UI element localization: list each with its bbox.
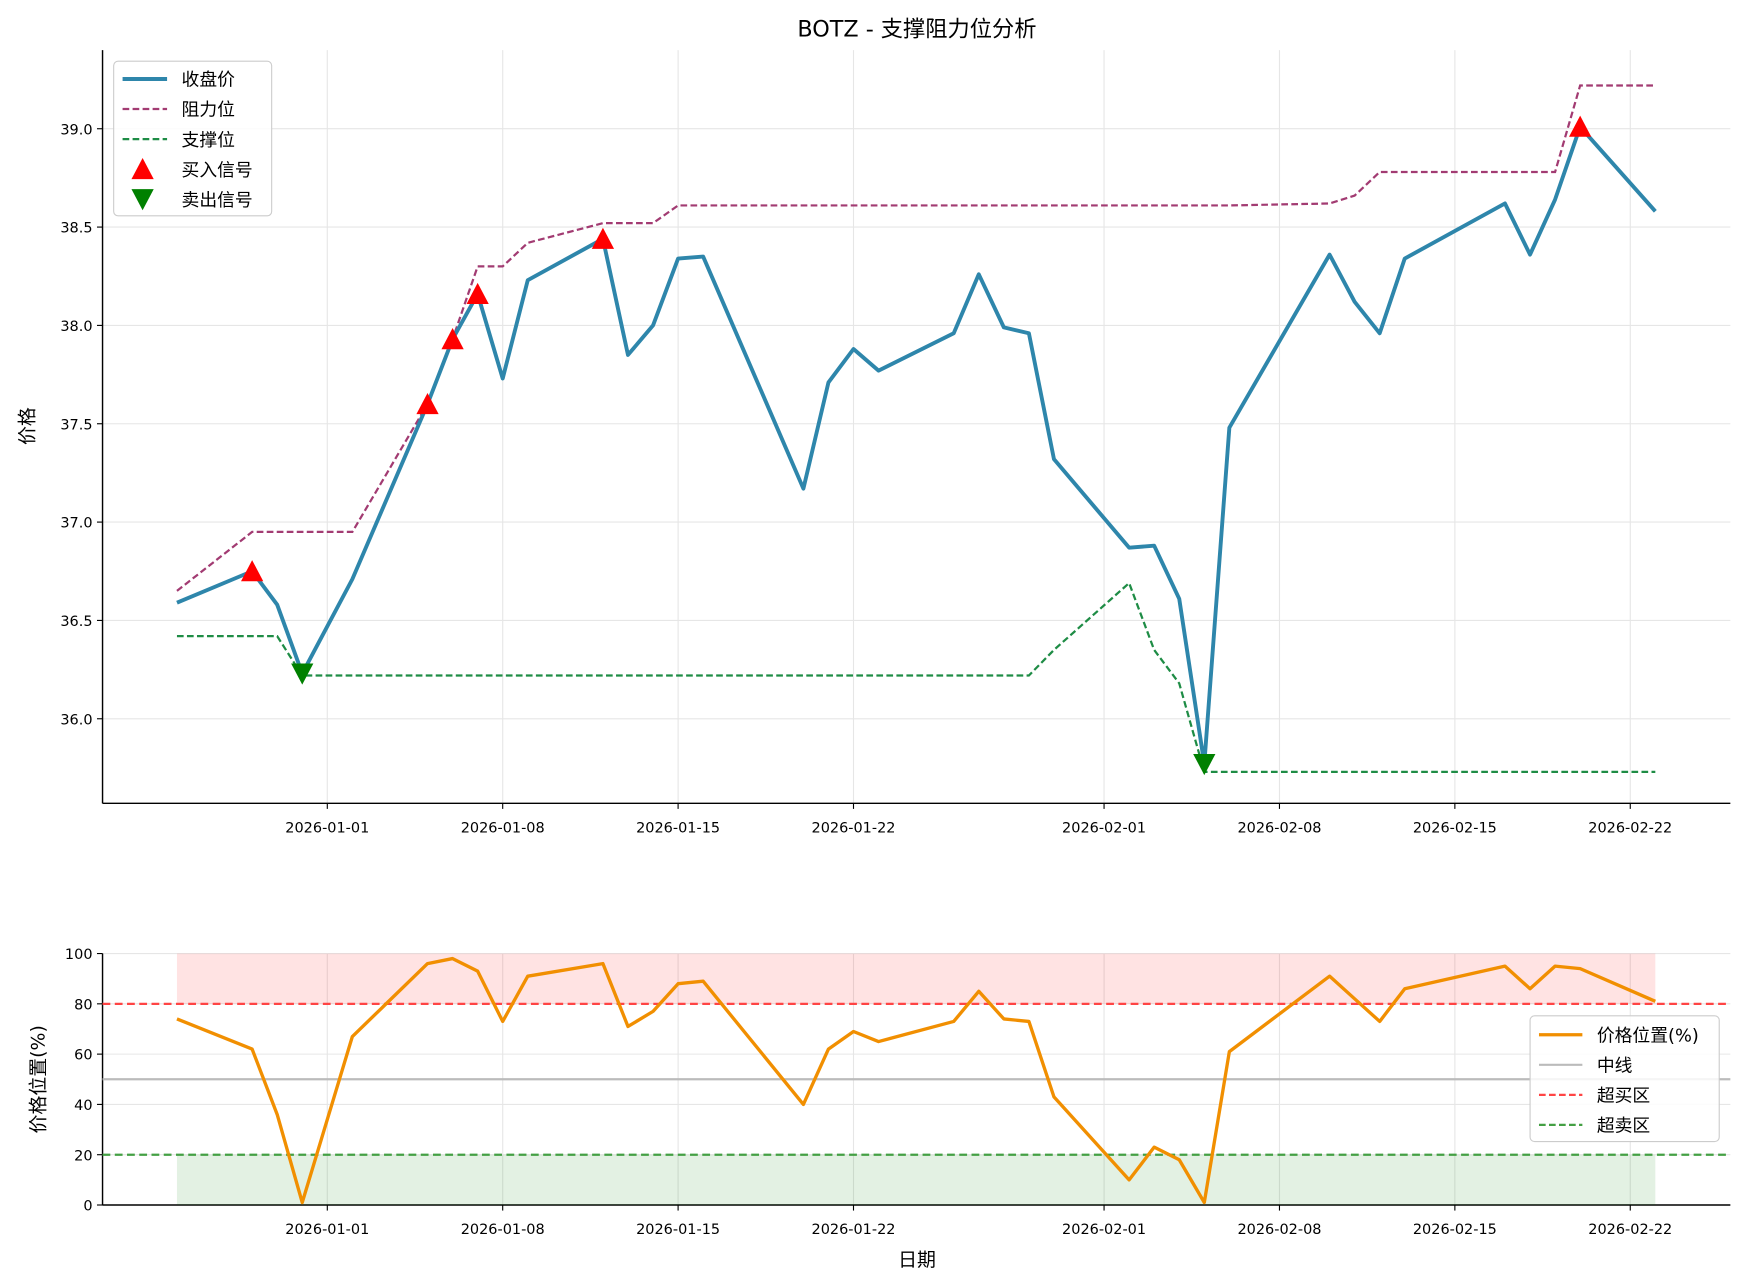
y-tick-label: 80: [74, 997, 92, 1013]
x-tick-label: 2026-01-22: [811, 1222, 895, 1238]
oversold-zone: [176, 1154, 1656, 1206]
x-tick-label: 2026-02-22: [1588, 820, 1672, 836]
y-tick-label: 36.5: [60, 614, 92, 630]
bottom-xlabel: 日期: [898, 1249, 936, 1271]
y-tick-label: 100: [65, 947, 93, 963]
x-tick-label: 2026-02-01: [1062, 820, 1146, 836]
buy-signal-marker: [466, 282, 489, 304]
price-panel: 2026-01-01 2026-01-08 2026-01-15 2026-01-22…: [60, 50, 1731, 836]
sell-signal-marker: [291, 663, 314, 685]
price-position-line: [176, 956, 1656, 1205]
legend-box: [113, 60, 273, 217]
x-tick-label: 2026-02-22: [1588, 1222, 1672, 1238]
legend-swatch: [131, 189, 154, 211]
buy-signal-marker: [441, 328, 464, 350]
y-tick-label: 36.0: [60, 712, 92, 728]
chart-title: BOTZ - 支撑阻力位分析: [797, 17, 1036, 43]
y-tick-label: 20: [74, 1148, 92, 1164]
resistance-line: [176, 84, 1656, 592]
y-tick-label: 38.5: [60, 221, 92, 237]
x-tick-label: 2026-02-08: [1237, 820, 1321, 836]
legend-swatch: [131, 157, 154, 180]
y-tick-label: 37.0: [60, 516, 92, 532]
x-tick-label: 2026-01-08: [461, 820, 545, 836]
y-tick-label: 38.0: [60, 319, 92, 335]
y-tick-label: 37.5: [60, 417, 92, 433]
buy-signal-marker: [416, 392, 439, 415]
x-tick-label: 2026-01-01: [285, 1222, 369, 1238]
buy-signal-marker: [1569, 115, 1592, 137]
legend-label: 价格位置(%): [1597, 1025, 1699, 1046]
buy-signal-marker: [591, 227, 615, 249]
support-line: [176, 581, 1656, 773]
top-ylabel: 价格: [17, 407, 39, 445]
overbought-zone: [176, 953, 1656, 1004]
y-tick-label: 0: [83, 1199, 92, 1215]
position-panel: 2026-01-01 2026-01-08 2026-01-15 2026-01-22…: [65, 947, 1731, 1238]
x-tick-label: 2026-02-08: [1237, 1222, 1321, 1238]
legend-label: 卖出信号: [182, 190, 253, 211]
legend-label: 超卖区: [1597, 1116, 1650, 1137]
legend-label: 收盘价: [182, 70, 236, 91]
legend-label: 支撑位: [182, 130, 235, 151]
y-tick-label: 40: [74, 1098, 92, 1114]
x-tick-label: 2026-01-22: [811, 820, 895, 836]
legend-label: 买入信号: [182, 160, 253, 181]
legend-label: 中线: [1597, 1055, 1633, 1076]
legend-label: 超买区: [1597, 1086, 1650, 1107]
legend-box: [1529, 1015, 1720, 1143]
x-tick-label: 2026-02-15: [1413, 1222, 1497, 1238]
x-tick-label: 2026-02-15: [1413, 820, 1497, 836]
sell-signal-marker: [1193, 753, 1216, 776]
x-tick-label: 2026-01-08: [461, 1222, 545, 1238]
x-tick-label: 2026-01-15: [636, 820, 720, 836]
x-tick-label: 2026-02-01: [1062, 1222, 1146, 1238]
x-tick-label: 2026-01-15: [636, 1222, 720, 1238]
legend-label: 阻力位: [182, 100, 235, 121]
buy-signal-marker: [241, 560, 264, 582]
y-tick-label: 39.0: [60, 122, 92, 138]
y-tick-label: 60: [74, 1048, 92, 1064]
close-price-line: [176, 124, 1657, 766]
bottom-ylabel: 价格位置(%): [28, 1025, 50, 1133]
x-tick-label: 2026-01-01: [285, 820, 369, 836]
